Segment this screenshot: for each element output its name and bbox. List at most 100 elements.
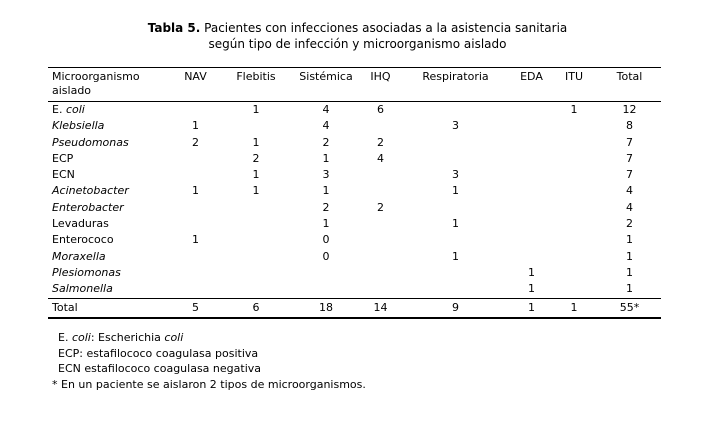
- table-row-salmonella: Salmonella 1 1: [48, 281, 661, 298]
- row-label-name: ECP: [52, 151, 74, 165]
- column-header-total: Total: [598, 67, 661, 102]
- cell-nav: [168, 102, 223, 119]
- cell-itu: [550, 167, 598, 183]
- cell-total: 1: [626, 282, 633, 296]
- title-line2: según tipo de infección y microorganismo…: [208, 37, 507, 51]
- cell-sistemica: 2: [322, 200, 330, 214]
- cell-itu: 1: [550, 297, 598, 319]
- footnotes: E. coli: Escherichia coli ECP: estafiloco…: [52, 330, 366, 392]
- table-row-levaduras: Levaduras 1 1 2: [48, 216, 661, 232]
- cell-nav: 5: [168, 297, 223, 319]
- cell-nav: 1: [192, 233, 199, 247]
- cell-sistemica: [289, 281, 363, 298]
- cell-eda: [513, 232, 550, 248]
- cell-itu: [550, 249, 598, 265]
- row-label-name: Total: [52, 300, 78, 314]
- cell-ihq: 2: [377, 135, 384, 149]
- cell-eda: [513, 200, 550, 216]
- cell-flebitis: [223, 281, 289, 298]
- column-header-nav: NAV: [168, 67, 223, 102]
- column-header-microorganismo-aislado: Microorganismo aislado: [48, 67, 168, 102]
- row-label-name: Moraxella: [52, 249, 106, 263]
- title-line1-rest: Pacientes con infecciones asociadas a la…: [200, 21, 568, 35]
- cell-itu: [550, 232, 598, 248]
- table-row-pseudomonas: Pseudomonas 2 1 2 2 7: [48, 135, 661, 151]
- row-label: ECP: [48, 151, 168, 167]
- table-row-acinetobacter: Acinetobacter 1 1 1 1 4: [48, 183, 661, 199]
- cell-ihq: 14: [363, 297, 398, 319]
- row-label: Enterococo: [48, 232, 168, 248]
- cell-sistemica: 3: [322, 168, 330, 182]
- table-row-e-coli: E. coli 1 4 6 1 12: [48, 102, 661, 119]
- row-label: Total: [48, 297, 168, 319]
- cell-sistemica: 18: [289, 297, 363, 319]
- row-label: Pseudomonas: [48, 135, 168, 151]
- table-row-klebsiella: Klebsiella 1 4 3 8: [48, 118, 661, 134]
- row-label-name: ECN: [52, 168, 75, 182]
- table-row-ecn: ECN 1 3 3 7: [48, 167, 661, 183]
- row-header-line2: aislado: [52, 84, 92, 97]
- cell-flebitis: 1: [252, 135, 260, 149]
- cell-sistemica: 1: [322, 217, 330, 231]
- cell-respiratoria: [398, 200, 513, 216]
- cell-ihq: [363, 118, 398, 134]
- cell-itu: [550, 118, 598, 134]
- cell-respiratoria: 3: [452, 119, 459, 133]
- footnote-text: : Escherichia: [90, 331, 165, 344]
- table-row-enterococo: Enterococo 1 0 1: [48, 232, 661, 248]
- cell-nav: [168, 167, 223, 183]
- cell-eda: [513, 167, 550, 183]
- cell-total: 2: [626, 217, 633, 231]
- title-line1: Tabla 5. Pacientes con infecciones asoci…: [0, 20, 715, 36]
- cell-total: 7: [626, 135, 633, 149]
- column-header-sistemica: Sistémica: [289, 67, 363, 102]
- row-label: Moraxella: [48, 249, 168, 265]
- column-header-flebitis: Flebitis: [223, 67, 289, 102]
- footnote-4: * En un paciente se aislaron 2 tipos de …: [52, 377, 366, 393]
- cell-flebitis: 1: [252, 184, 260, 198]
- cell-respiratoria: [398, 135, 513, 151]
- cell-flebitis: [223, 249, 289, 265]
- cell-total: 55*: [598, 297, 661, 319]
- infection-table: Microorganismo aislado NAV Flebitis Sistém…: [48, 67, 661, 319]
- cell-total: 7: [626, 151, 633, 165]
- cell-itu: 1: [570, 103, 578, 116]
- total-row: Total 5 6 18 14 9 1 1 55*: [48, 297, 661, 319]
- cell-ihq: [363, 232, 398, 248]
- cell-eda: 1: [528, 265, 535, 279]
- cell-sistemica: [289, 265, 363, 281]
- cell-nav: [168, 265, 223, 281]
- cell-flebitis: [223, 232, 289, 248]
- column-header-respiratoria: Respiratoria: [398, 67, 513, 102]
- cell-respiratoria: [398, 151, 513, 167]
- cell-flebitis: [223, 118, 289, 134]
- row-label-name: Acinetobacter: [52, 184, 129, 198]
- cell-ihq: 2: [377, 200, 384, 214]
- table-row-enterobacter: Enterobacter 2 2 4: [48, 200, 661, 216]
- cell-ihq: [363, 265, 398, 281]
- cell-nav: 1: [192, 119, 199, 133]
- header-row: Microorganismo aislado NAV Flebitis Sistém…: [48, 67, 661, 102]
- footnote-2: ECP: estafilococo coagulasa positiva: [58, 346, 366, 362]
- cell-eda: 1: [528, 282, 535, 296]
- footnote-text: coli: [164, 331, 184, 344]
- cell-flebitis: 2: [252, 151, 260, 165]
- row-label-name: Levaduras: [52, 217, 109, 231]
- footnote-3: ECN estafilococo coagulasa negativa: [58, 361, 366, 377]
- cell-nav: [168, 216, 223, 232]
- cell-sistemica: 0: [322, 249, 330, 263]
- row-label: ECN: [48, 167, 168, 183]
- row-label-name: Klebsiella: [52, 119, 105, 133]
- cell-total: 1: [626, 233, 633, 247]
- footnote-text: * En un paciente se aislaron 2 tipos de …: [52, 377, 366, 391]
- cell-nav: [168, 151, 223, 167]
- cell-total: 1: [626, 265, 633, 279]
- cell-nav: [168, 249, 223, 265]
- cell-ihq: 4: [377, 151, 384, 165]
- cell-eda: [513, 135, 550, 151]
- cell-eda: [513, 183, 550, 199]
- cell-itu: [550, 281, 598, 298]
- cell-nav: [168, 200, 223, 216]
- cell-flebitis: 6: [223, 297, 289, 319]
- row-label: E. coli: [48, 102, 168, 119]
